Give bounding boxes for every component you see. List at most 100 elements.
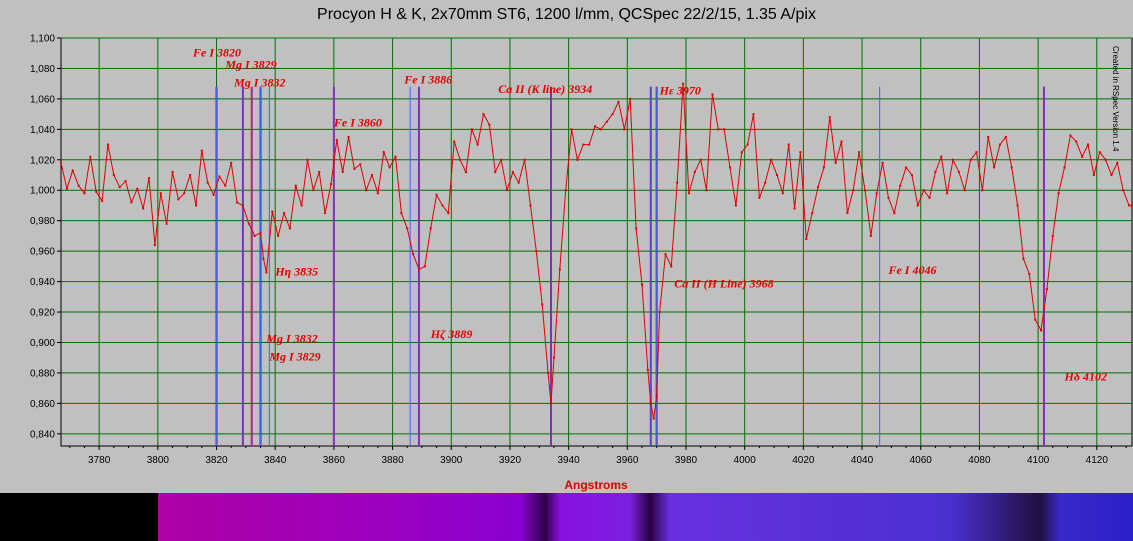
data-point (171, 170, 174, 173)
data-point (799, 151, 802, 154)
data-point (599, 128, 602, 131)
data-point (262, 257, 265, 260)
data-point (693, 170, 696, 173)
data-point (787, 143, 790, 146)
data-point (655, 394, 658, 397)
data-point (758, 196, 761, 199)
x-tick-label: 3880 (381, 455, 404, 466)
data-point (670, 265, 673, 268)
data-point (329, 183, 332, 186)
data-point (353, 167, 356, 170)
annotation-label: Ca II (H Line) 3968 (674, 277, 773, 291)
data-point (1098, 151, 1101, 154)
y-tick-label: 0,960 (30, 247, 55, 258)
data-point (1016, 204, 1019, 207)
data-point (863, 189, 866, 192)
data-point (893, 212, 896, 215)
data-point (881, 161, 884, 164)
data-point (547, 371, 550, 374)
data-point (969, 158, 972, 161)
data-point (629, 97, 632, 100)
data-point (441, 204, 444, 207)
data-point (65, 187, 68, 190)
data-point (406, 227, 409, 230)
data-point (717, 128, 720, 131)
data-point (635, 227, 638, 230)
data-point (1069, 134, 1072, 137)
chart-title: Procyon H & K, 2x70mm ST6, 1200 l/mm, QC… (317, 6, 816, 23)
data-point (922, 189, 925, 192)
data-point (271, 210, 274, 213)
annotation-label: Mg I 3829 (268, 350, 320, 364)
data-point (476, 143, 479, 146)
data-point (746, 143, 749, 146)
x-tick-label: 3780 (88, 455, 111, 466)
data-point (658, 311, 661, 314)
data-point (1075, 140, 1078, 143)
data-point (740, 151, 743, 154)
data-point (312, 189, 315, 192)
y-tick-label: 1,060 (30, 94, 55, 105)
data-point (435, 193, 438, 196)
data-point (1086, 143, 1089, 146)
data-point (1004, 135, 1007, 138)
data-point (734, 204, 737, 207)
x-axis: 3780 3800 3820 3840 3860 3880 3900 3920 3940 3960… (69, 446, 1127, 466)
x-tick-label: 4020 (792, 455, 815, 466)
x-tick-label: 4040 (851, 455, 874, 466)
data-point (576, 158, 579, 161)
data-point (118, 186, 121, 189)
data-point (611, 113, 614, 116)
x-tick-label: 3820 (205, 455, 228, 466)
data-point (371, 174, 374, 177)
annotation-label: Hε 3970 (659, 83, 701, 97)
series-group (60, 82, 1133, 420)
data-point (987, 135, 990, 138)
data-point (646, 368, 649, 371)
data-point (817, 186, 820, 189)
data-point (365, 189, 368, 192)
data-point (887, 196, 890, 199)
data-point (640, 283, 643, 286)
data-point (400, 212, 403, 215)
data-point (453, 140, 456, 143)
data-point (623, 128, 626, 131)
data-point (482, 113, 485, 116)
data-point (588, 143, 591, 146)
data-point (288, 227, 291, 230)
annotation-label: Fe I 4046 (887, 263, 936, 277)
data-point (523, 158, 526, 161)
data-point (412, 253, 415, 256)
data-point (723, 128, 726, 131)
data-point (1022, 257, 1025, 260)
data-point (957, 170, 960, 173)
x-tick-label: 4000 (734, 455, 757, 466)
data-point (899, 184, 902, 187)
data-point (1081, 155, 1084, 158)
data-point (224, 184, 227, 187)
data-point (729, 166, 732, 169)
data-point (177, 198, 180, 201)
data-point (230, 161, 233, 164)
annotation-label: Hδ 4102 (1064, 370, 1107, 384)
spectrum-chart: 0,840 0,860 0,880 0,900 0,920 0,940 0,960 0,980… (30, 34, 1133, 492)
data-point (394, 155, 397, 158)
data-point (1110, 174, 1113, 177)
data-point (200, 149, 203, 152)
data-point (570, 128, 573, 131)
data-point (101, 199, 104, 202)
data-point (952, 158, 955, 161)
data-point (294, 184, 297, 187)
data-point (95, 190, 98, 193)
x-tick-label: 4060 (910, 455, 933, 466)
y-tick-label: 0,900 (30, 338, 55, 349)
data-point (470, 128, 473, 131)
data-point (940, 155, 943, 158)
data-point (212, 193, 215, 196)
data-point (112, 174, 115, 177)
data-point (1128, 204, 1131, 207)
y-tick-label: 1,040 (30, 125, 55, 136)
x-tick-label: 4080 (968, 455, 991, 466)
data-point (459, 158, 462, 161)
